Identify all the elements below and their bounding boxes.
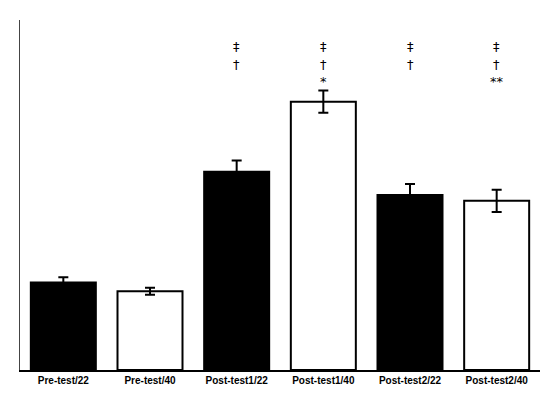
svg-text:Post-test2/22: Post-test2/22	[379, 375, 442, 386]
svg-text:‡: ‡	[320, 39, 327, 54]
svg-text:†: †	[233, 57, 240, 72]
svg-text:Post-test1/22: Post-test1/22	[206, 375, 269, 386]
svg-text:**: **	[490, 74, 504, 89]
svg-text:‡: ‡	[407, 39, 414, 54]
svg-text:*: *	[320, 74, 327, 89]
svg-text:†: †	[320, 57, 327, 72]
svg-text:‡: ‡	[233, 39, 240, 54]
svg-text:Post-test1/40: Post-test1/40	[292, 375, 355, 386]
svg-text:†: †	[493, 57, 500, 72]
svg-text:Post-test2/40: Post-test2/40	[466, 375, 529, 386]
svg-text:Pre-test/40: Pre-test/40	[124, 375, 176, 386]
svg-text:‡: ‡	[493, 39, 500, 54]
svg-text:Pre-test/22: Pre-test/22	[38, 375, 90, 386]
svg-text:†: †	[407, 57, 414, 72]
